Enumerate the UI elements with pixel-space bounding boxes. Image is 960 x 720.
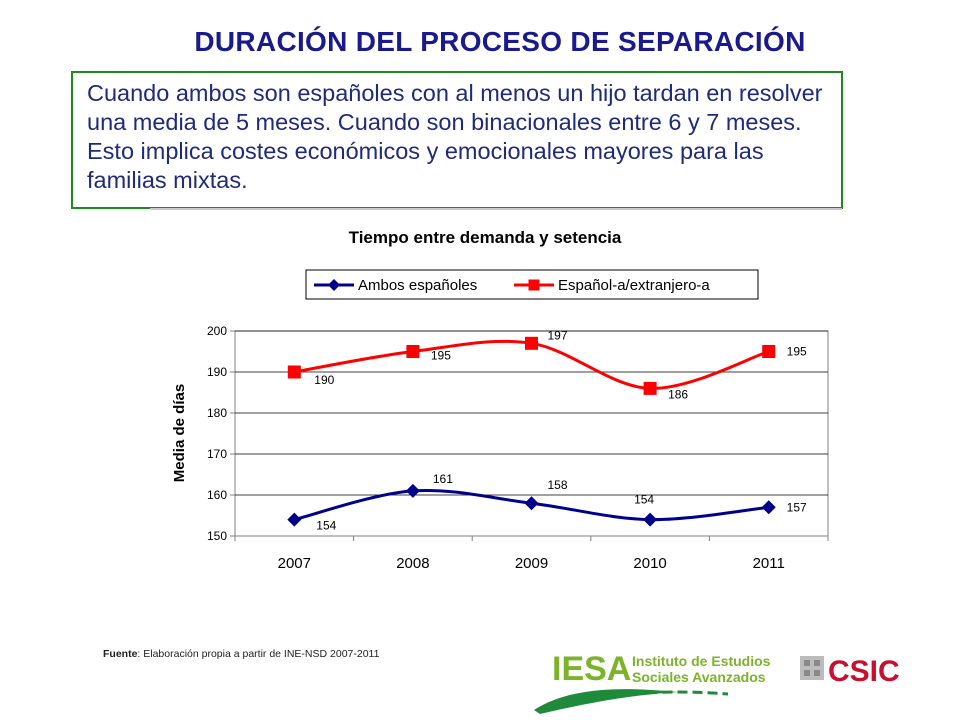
source-label: Fuente [103, 648, 138, 660]
data-label: 186 [668, 387, 688, 401]
csic-text: CSIC [828, 655, 900, 688]
data-point [761, 500, 776, 515]
data-label: 158 [547, 478, 567, 492]
data-point [525, 336, 538, 350]
y-tick-label: 180 [207, 406, 227, 420]
data-label: 190 [314, 373, 334, 387]
iesa-swoosh-icon [534, 689, 678, 714]
summary-text-box: Cuando ambos son españoles con al menos … [71, 71, 843, 209]
data-point [643, 512, 658, 527]
csic-logo: CSIC [800, 655, 900, 688]
x-tick-label: 2011 [753, 555, 785, 572]
data-point [287, 365, 301, 379]
y-tick-label: 160 [207, 488, 227, 502]
legend-label: Ambos españoles [358, 277, 477, 294]
divider [150, 208, 842, 210]
iesa-line2: Sociales Avanzados [632, 669, 766, 685]
iesa-logo: IESA Instituto de Estudios Sociales Avan… [534, 650, 771, 714]
data-point [405, 483, 420, 498]
data-point [406, 345, 420, 358]
iesa-acronym: IESA [552, 650, 631, 688]
legend-marker [328, 279, 340, 291]
source-text: : Elaboración propia a partir de INE-NSD… [137, 648, 380, 660]
y-tick-label: 200 [207, 324, 227, 338]
iesa-line1: Instituto de Estudios [632, 653, 771, 669]
chart-legend: Ambos españoles Español-a/extranjero-a [305, 269, 759, 300]
data-point [762, 345, 776, 358]
csic-emblem-icon [800, 656, 824, 680]
data-label: 154 [634, 493, 654, 507]
x-tick-label: 2009 [515, 555, 548, 572]
data-label: 197 [547, 328, 567, 342]
x-tick-label: 2008 [396, 555, 429, 572]
data-label: 195 [431, 349, 451, 363]
legend-label: Español-a/extranjero-a [558, 277, 710, 294]
slide-title: DURACIÓN DEL PROCESO DE SEPARACIÓN [194, 26, 806, 57]
y-axis-label: Media de días [171, 384, 188, 482]
line-chart: Tiempo entre demanda y setencia Ambos es… [171, 228, 829, 572]
x-tick-label: 2007 [278, 555, 311, 572]
chart-title: Tiempo entre demanda y setencia [349, 228, 622, 247]
data-point [643, 381, 657, 395]
y-tick-label: 190 [207, 365, 227, 379]
plot-area: 150 160 170 180 190 200 2007 2008 2009 2010 2011 15… [207, 324, 829, 572]
data-label: 154 [316, 519, 336, 533]
legend-marker [528, 279, 540, 291]
source-note: Fuente: Elaboración propia a partir de I… [103, 648, 379, 660]
x-tick-label: 2010 [633, 555, 666, 572]
data-point [524, 496, 539, 511]
data-label: 157 [787, 500, 807, 514]
data-point [287, 512, 302, 527]
summary-text: Cuando ambos son españoles con al menos … [87, 80, 823, 193]
data-label: 195 [787, 345, 807, 359]
iesa-swoosh-dashes [587, 690, 729, 702]
y-tick-label: 150 [207, 529, 227, 543]
data-label: 161 [433, 472, 453, 486]
y-tick-label: 170 [207, 447, 227, 461]
